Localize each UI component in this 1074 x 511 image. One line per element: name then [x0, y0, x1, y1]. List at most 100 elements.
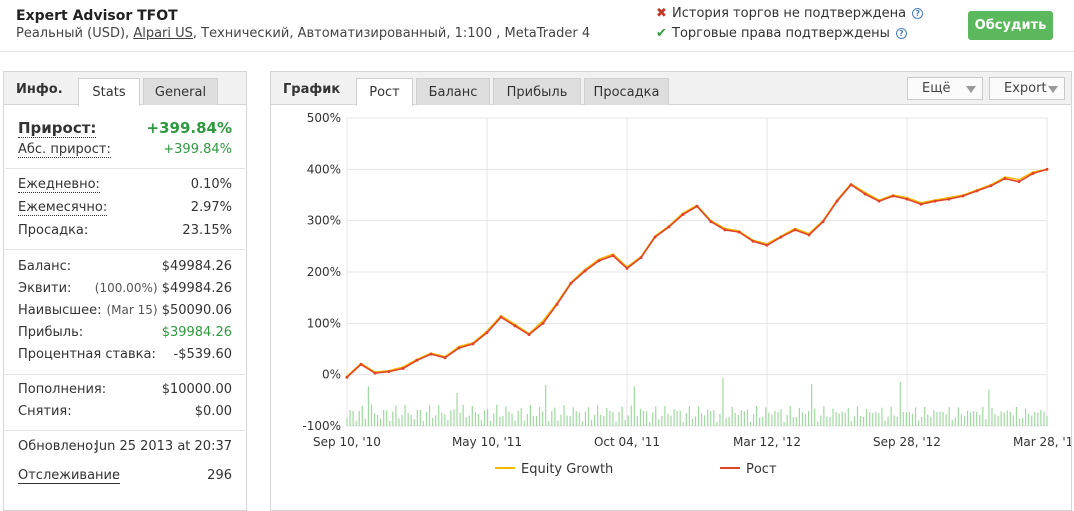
rights-status-text: Торговые права подтверждены [672, 26, 890, 41]
growth-point [569, 281, 573, 285]
broker-link[interactable]: Alpari US [133, 26, 193, 41]
tab-growth[interactable]: Рост [356, 78, 413, 106]
balance-value: $49984.26 [161, 259, 232, 274]
balance-row: Баланс: $49984.26 [18, 259, 232, 279]
deposits-row: Пополнения: $10000.00 [18, 382, 232, 402]
growth-point [415, 358, 419, 362]
x-tick-label: Oct 04, '11 [594, 435, 660, 449]
tab-general[interactable]: General [143, 78, 218, 105]
tab-profit[interactable]: Прибыль [493, 78, 581, 105]
help-icon[interactable]: ? [912, 8, 924, 19]
growth-point [429, 352, 433, 356]
growth-label: Прирост: [18, 119, 97, 138]
discuss-button[interactable]: Обсудить [968, 11, 1053, 40]
growth-point [793, 228, 797, 232]
growth-point [1031, 171, 1035, 175]
growth-point [723, 228, 727, 232]
drawdown-label: Просадка: [18, 223, 89, 238]
growth-point [527, 333, 531, 337]
info-tab-label: Инфо. [16, 82, 63, 97]
x-tick-label: Mar 28, '13 [1013, 435, 1071, 449]
growth-point [373, 371, 377, 375]
drawdown-row: Просадка: 23.15% [18, 223, 232, 243]
page-title: Expert Advisor TFOT [16, 8, 178, 24]
growth-point [779, 235, 783, 239]
growth-point [387, 370, 391, 374]
tracking-row: Отслеживание: 296 [18, 468, 232, 488]
y-tick-label: 400% [307, 162, 341, 176]
growth-point [947, 197, 951, 201]
highest-value: $50090.06 [161, 303, 232, 318]
deposits-label: Пополнения: [18, 382, 107, 397]
equity-label: Эквити: [18, 281, 72, 296]
tab-balance[interactable]: Баланс [416, 78, 490, 105]
deposits-value: $10000.00 [161, 382, 232, 397]
interest-label: Процентная ставка: [18, 347, 156, 362]
growth-point [611, 254, 615, 258]
legend-swatch [720, 467, 740, 469]
growth-point [877, 199, 881, 203]
updated-value: Jun 25 2013 at 20:37 [95, 439, 232, 454]
interest-value: -$539.60 [173, 347, 232, 362]
growth-point [891, 194, 895, 198]
growth-point [821, 220, 825, 224]
updated-label: Обновлено: [18, 439, 98, 454]
growth-point [709, 220, 713, 224]
growth-point [919, 202, 923, 206]
chart-panel: График Рост Баланс Прибыль Просадка Ещё … [270, 71, 1072, 511]
export-dropdown[interactable]: Export [989, 77, 1065, 100]
legend-growth-label: Рост [746, 462, 777, 477]
abs-growth-row: Абс. прирост: +399.84% [18, 142, 232, 162]
interest-row: Процентная ставка: -$539.60 [18, 347, 232, 367]
withdrawals-label: Снятия: [18, 404, 72, 419]
y-tick-label: 0% [322, 368, 341, 382]
growth-point [345, 375, 349, 379]
daily-label: Ежедневно: [18, 177, 100, 193]
tracking-link[interactable]: Отслеживание [18, 468, 120, 484]
monthly-row: Ежемесячно: 2.97% [18, 200, 232, 220]
drawdown-value: 23.15% [182, 223, 232, 238]
tab-drawdown[interactable]: Просадка [584, 78, 669, 105]
x-tick-label: May 10, '11 [452, 435, 522, 449]
growth-point [457, 346, 461, 350]
withdrawals-row: Снятия: $0.00 [18, 404, 232, 424]
growth-point [1045, 167, 1049, 171]
daily-value: 0.10% [190, 177, 232, 192]
stats-tabbar: Инфо. Stats General [4, 72, 246, 106]
growth-point [849, 183, 853, 187]
x-tick-label: Sep 10, '10 [313, 435, 381, 449]
export-dropdown-label: Export [1004, 81, 1047, 96]
chart-tab-label: График [283, 82, 341, 97]
tab-stats[interactable]: Stats [78, 78, 140, 106]
equity-value: $49984.26 [161, 281, 232, 296]
legend-swatch [495, 467, 515, 469]
growth-point [667, 225, 671, 229]
x-tick-label: Sep 28, '12 [873, 435, 941, 449]
growth-point [401, 367, 405, 371]
highest-date: (Mar 15) [106, 303, 158, 317]
growth-point [471, 342, 475, 346]
help-icon[interactable]: ? [895, 28, 907, 39]
growth-point [513, 324, 517, 328]
rights-status: ✔ Торговые права подтверждены? [656, 26, 907, 41]
growth-point [541, 321, 545, 325]
growth-point [695, 204, 699, 208]
growth-point [989, 184, 993, 188]
tracking-colon: : [112, 468, 117, 483]
subtitle-account-type: Реальный (USD), [16, 26, 134, 41]
abs-growth-value: +399.84% [163, 142, 232, 157]
growth-value: +399.84% [146, 119, 232, 137]
history-status: ✖ История торгов не подтверждена? [656, 6, 924, 21]
growth-point [485, 331, 489, 335]
growth-point [359, 362, 363, 366]
growth-point [737, 230, 741, 234]
y-tick-label: 500% [307, 111, 341, 125]
y-tick-label: 300% [307, 214, 341, 228]
more-dropdown[interactable]: Ещё [907, 77, 983, 100]
growth-point [499, 315, 503, 319]
divider [5, 249, 245, 250]
chevron-down-icon [1048, 86, 1058, 93]
profit-value: $39984.26 [161, 325, 232, 340]
growth-point [905, 197, 909, 201]
history-status-text: История торгов не подтверждена [672, 6, 907, 21]
